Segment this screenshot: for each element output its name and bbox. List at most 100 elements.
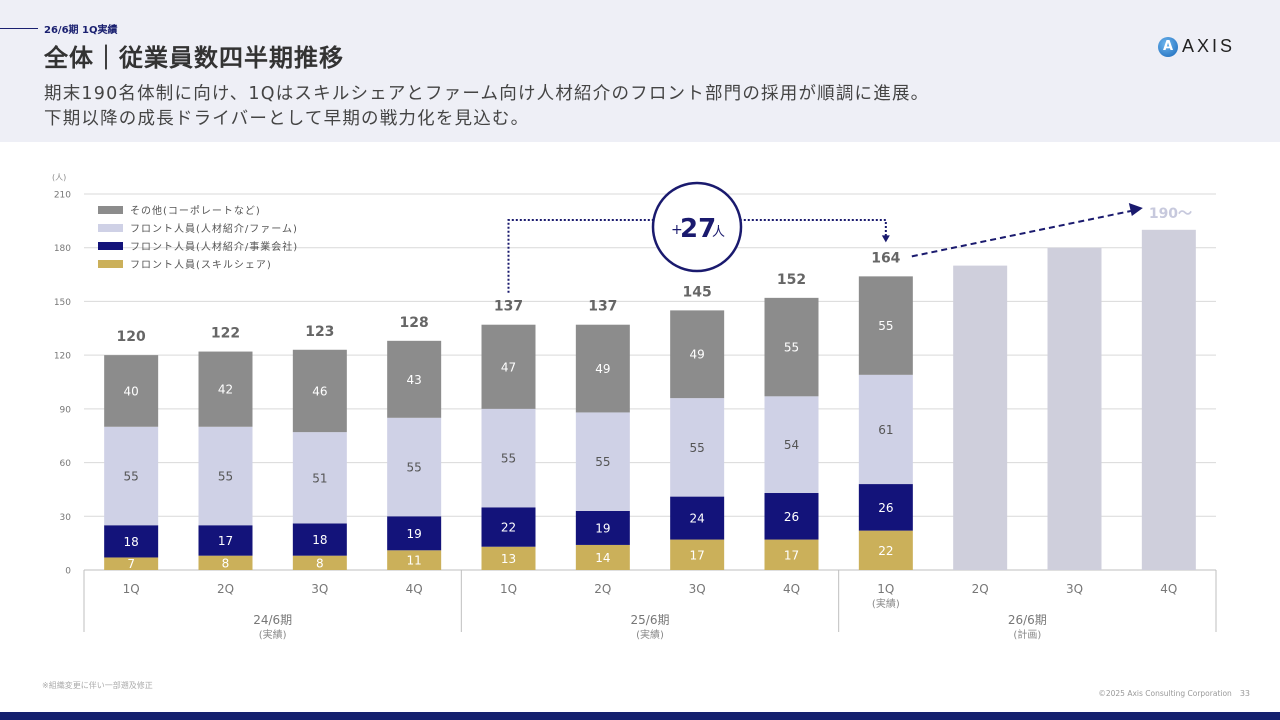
x-tick-label: 3Q [1066, 582, 1083, 596]
bar-segment-firm [670, 398, 725, 497]
bar-total-label: 128 [400, 315, 429, 331]
bar-segment-other [387, 340, 442, 418]
bar-value-label: 22 [878, 544, 893, 558]
plan-bar [1141, 229, 1196, 571]
increase-unit: 人 [712, 225, 725, 240]
x-tick-label: 3Q [311, 582, 328, 596]
bar-total-label: 152 [777, 272, 806, 288]
growth-trend-line [911, 210, 1132, 258]
bar-value-label: 19 [407, 527, 422, 541]
y-tick-label: 180 [54, 244, 71, 254]
bar-segment-firm [764, 396, 819, 494]
bar-segment-skillshare [387, 550, 442, 570]
header-rule [0, 28, 38, 29]
x-tick-sublabel: (実績) [872, 597, 900, 610]
bar-segment-other [858, 276, 913, 375]
bar-segment-business [104, 525, 159, 558]
bar-segment-firm [104, 426, 159, 526]
bar-value-label: 8 [222, 556, 230, 570]
x-tick-label: 1Q [123, 582, 140, 596]
x-tick-label: 2Q [217, 582, 234, 596]
bar-segment-other [104, 355, 159, 427]
bar-value-label: 46 [312, 384, 327, 398]
group-label: 25/6期 [631, 613, 670, 627]
bar-segment-other [764, 297, 819, 397]
bar-value-label: 55 [124, 470, 139, 484]
bar-value-label: 55 [784, 341, 799, 355]
bar-value-label: 43 [407, 373, 422, 387]
y-tick-label: 0 [65, 567, 71, 577]
bottom-bar [0, 712, 1280, 720]
bar-segment-skillshare [292, 555, 347, 570]
bar-value-label: 55 [690, 441, 705, 455]
logo-mark-icon: A [1158, 36, 1178, 57]
bar-segment-firm [481, 408, 536, 508]
increase-value: 27 [680, 214, 716, 244]
bar-value-label: 13 [501, 552, 516, 566]
bar-segment-firm [575, 412, 630, 511]
subtitle-line-1: 期末190名体制に向け、1Qはスキルシェアとファーム向け人材紹介のフロント部門の… [44, 84, 930, 104]
bar-segment-other [481, 324, 536, 409]
bar-value-label: 42 [218, 383, 233, 397]
bar-total-label: 164 [871, 250, 900, 266]
bar-segment-business [387, 516, 442, 551]
bar-segment-other [670, 310, 725, 399]
bar-total-label: 120 [117, 329, 146, 345]
bar-segment-firm [292, 432, 347, 524]
bar-value-label: 24 [690, 512, 705, 526]
bar-value-label: 49 [690, 348, 705, 362]
x-tick-label: 2Q [594, 582, 611, 596]
y-tick-label: 210 [54, 191, 71, 201]
page-number: 33 [1239, 689, 1250, 698]
x-tick-label: 3Q [689, 582, 706, 596]
y-axis-unit-label: (人) [52, 173, 66, 182]
increase-sign: + [671, 222, 683, 238]
bar-segment-business [670, 496, 725, 540]
bar-segment-skillshare [575, 544, 630, 570]
page-title: 全体｜従業員数四半期推移 [44, 44, 344, 72]
bar-value-label: 55 [218, 470, 233, 484]
arrow-right-icon [1128, 203, 1143, 216]
bar-value-label: 61 [878, 423, 893, 437]
bar-value-label: 11 [407, 554, 422, 568]
bar-value-label: 18 [312, 533, 327, 547]
copyright: ©2025 Axis Consulting Corporation 33 [1098, 689, 1250, 698]
copyright-text: ©2025 Axis Consulting Corporation [1098, 689, 1232, 698]
y-tick-label: 30 [60, 513, 72, 523]
arrow-down-icon [881, 235, 890, 243]
y-tick-label: 90 [60, 405, 72, 415]
bar-segment-skillshare [670, 539, 725, 570]
bar-value-label: 17 [690, 548, 705, 562]
bar-total-label: 137 [588, 299, 617, 315]
employee-count-chart: (人) 0 30 60 90 120 150 180 210 7 18 55 40 120 8 17 55 42 1… [52, 173, 1217, 641]
y-tick-label: 60 [60, 459, 72, 469]
logo-text: AXIS [1182, 36, 1236, 56]
legend-swatch-skillshare [98, 260, 123, 268]
bar-segment-skillshare [858, 530, 913, 570]
bar-segment-business [764, 493, 819, 540]
bar-value-label: 26 [878, 501, 893, 515]
bar-value-label: 49 [595, 362, 610, 376]
y-tick-label: 120 [54, 352, 71, 362]
legend-label-business: フロント人員(人材紹介/事業会社) [130, 240, 298, 253]
legend-label-other: その他(コーポレートなど) [130, 204, 261, 217]
x-tick-label: 4Q [406, 582, 423, 596]
bar-segment-skillshare [198, 555, 253, 570]
bar-value-label: 47 [501, 360, 516, 374]
bar-value-label: 17 [784, 548, 799, 562]
bar-value-label: 17 [218, 534, 233, 548]
x-tick-label: 1Q [877, 582, 894, 596]
x-tick-label: 4Q [783, 582, 800, 596]
bar-segment-other [292, 349, 347, 433]
footnote: ※組織変更に伴い一部遡及修正 [42, 681, 153, 690]
bar-segment-business [198, 525, 253, 556]
bar-value-label: 51 [312, 471, 327, 485]
bar-segment-skillshare [104, 557, 159, 570]
bar-value-label: 22 [501, 521, 516, 535]
section-tag: 26/6期 1Q実績 [44, 25, 118, 36]
subtitle-line-2: 下期以降の成長ドライバーとして早期の戦力化を見込む。 [44, 109, 530, 129]
bar-segment-firm [387, 417, 442, 517]
plan-bar [1047, 247, 1102, 570]
bar-value-label: 55 [878, 319, 893, 333]
bar-total-label: 123 [305, 324, 334, 340]
